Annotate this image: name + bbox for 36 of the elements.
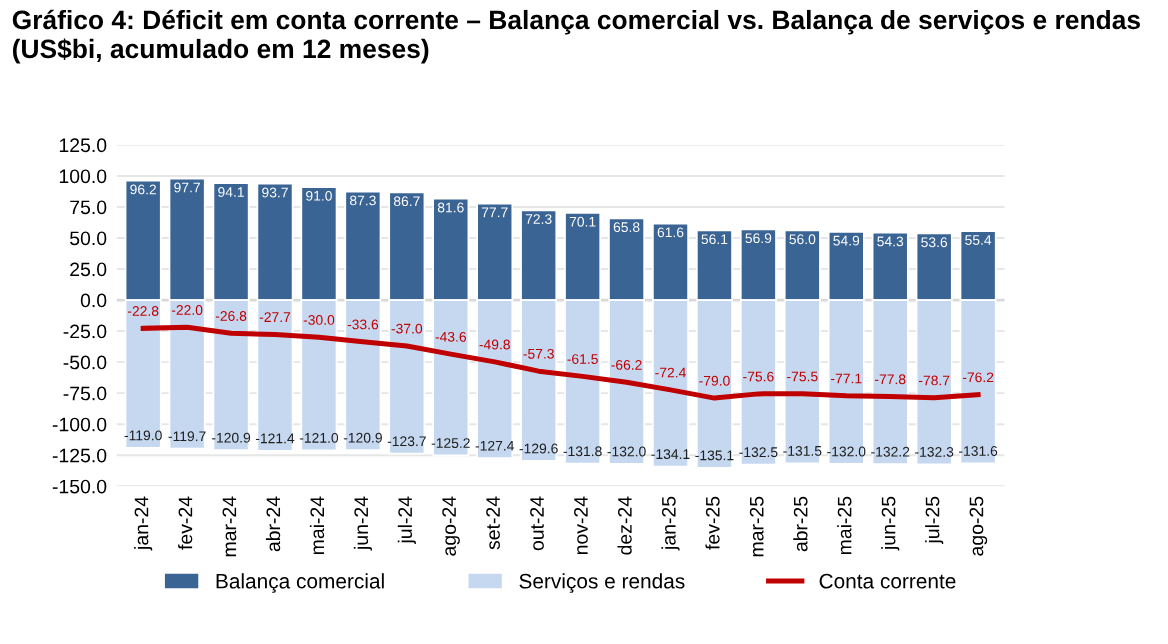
y-tick-label: 25.0	[70, 262, 107, 277]
y-tick-label: 50.0	[70, 231, 107, 246]
x-tick-label: jun-25	[881, 496, 900, 551]
x-tick-label: jan-25	[661, 496, 680, 551]
x-tick-label: ago-25	[969, 496, 988, 556]
y-tick-label: 125.0	[59, 138, 107, 153]
y-tick-label: -25.0	[63, 324, 107, 339]
chart-title: Gráfico 4: Déficit em conta corrente – Balança comercial vs. Balança de serviços e rendas (US$bi, acumulado em 12 meses)	[12, 9, 1140, 64]
y-tick-label: 75.0	[70, 200, 107, 215]
x-tick-label: jul-24	[397, 496, 416, 544]
y-tick-label: -50.0	[63, 355, 107, 370]
y-tick-label: -75.0	[63, 386, 107, 401]
x-tick-label: jan-24	[134, 496, 153, 551]
legend-label: Conta corrente	[819, 573, 956, 589]
x-tick-label: ago-24	[442, 496, 460, 556]
x-tick-label: jul-25	[925, 496, 944, 544]
x-tick-label: abr-24	[265, 496, 281, 552]
x-tick-label: nov-24	[574, 496, 588, 555]
y-tick-label: -125.0	[52, 448, 107, 463]
y-tick-label: 100.0	[59, 169, 107, 184]
x-tick-label: mar-25	[749, 496, 764, 557]
y-tick-label: -150.0	[52, 479, 107, 494]
x-tick-label: mai-25	[837, 496, 852, 555]
x-tick-label: abr-25	[793, 496, 808, 552]
legend-label: Serviços e rendas	[519, 573, 685, 593]
x-tick-label: dez-24	[617, 496, 632, 555]
x-tick-label: jun-24	[353, 496, 372, 551]
x-tick-label: fev-25	[705, 496, 720, 550]
x-tick-label: set-24	[486, 496, 500, 550]
y-tick-label: -100.0	[52, 417, 107, 432]
x-tick-label: mai-24	[309, 496, 325, 555]
x-tick-label: mar-24	[222, 496, 237, 557]
x-tick-label: fev-24	[178, 496, 193, 550]
x-tick-label: out-24	[530, 496, 544, 551]
legend-label: Balança comercial	[216, 573, 384, 593]
y-tick-label: 0.0	[80, 293, 107, 308]
